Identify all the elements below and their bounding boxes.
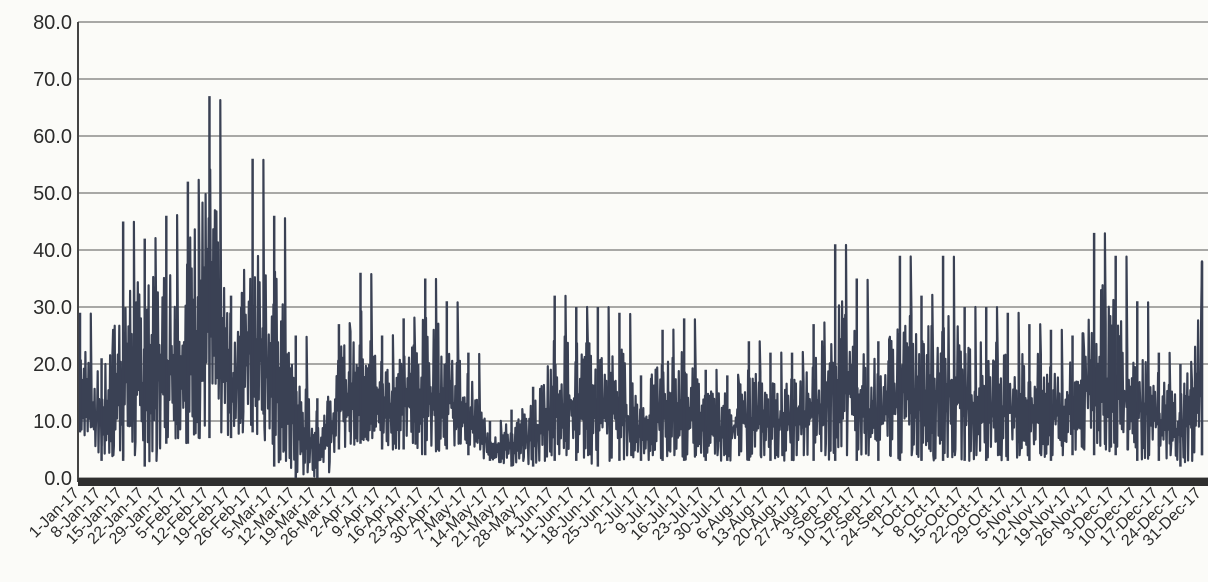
y-tick-label: 10.0: [33, 411, 72, 433]
y-tick-label: 20.0: [33, 354, 72, 376]
x-axis-baseline: [78, 478, 1208, 486]
y-tick-label: 60.0: [33, 126, 72, 148]
y-tick-label: 30.0: [33, 297, 72, 319]
y-tick-label: 70.0: [33, 69, 72, 91]
y-tick-label: 0.0: [44, 468, 72, 490]
y-tick-label: 80.0: [33, 12, 72, 34]
y-tick-label: 40.0: [33, 240, 72, 262]
y-tick-label: 50.0: [33, 183, 72, 205]
series-group: [78, 96, 1204, 478]
y-axis-ticks: 0.0 10.0 20.0 30.0 40.0 50.0 60.0 70.0 80.0: [33, 12, 72, 490]
x-axis-ticks: 1-Jan-178-Jan-1715-Jan-1722-Jan-1729-Jan…: [26, 485, 1205, 551]
